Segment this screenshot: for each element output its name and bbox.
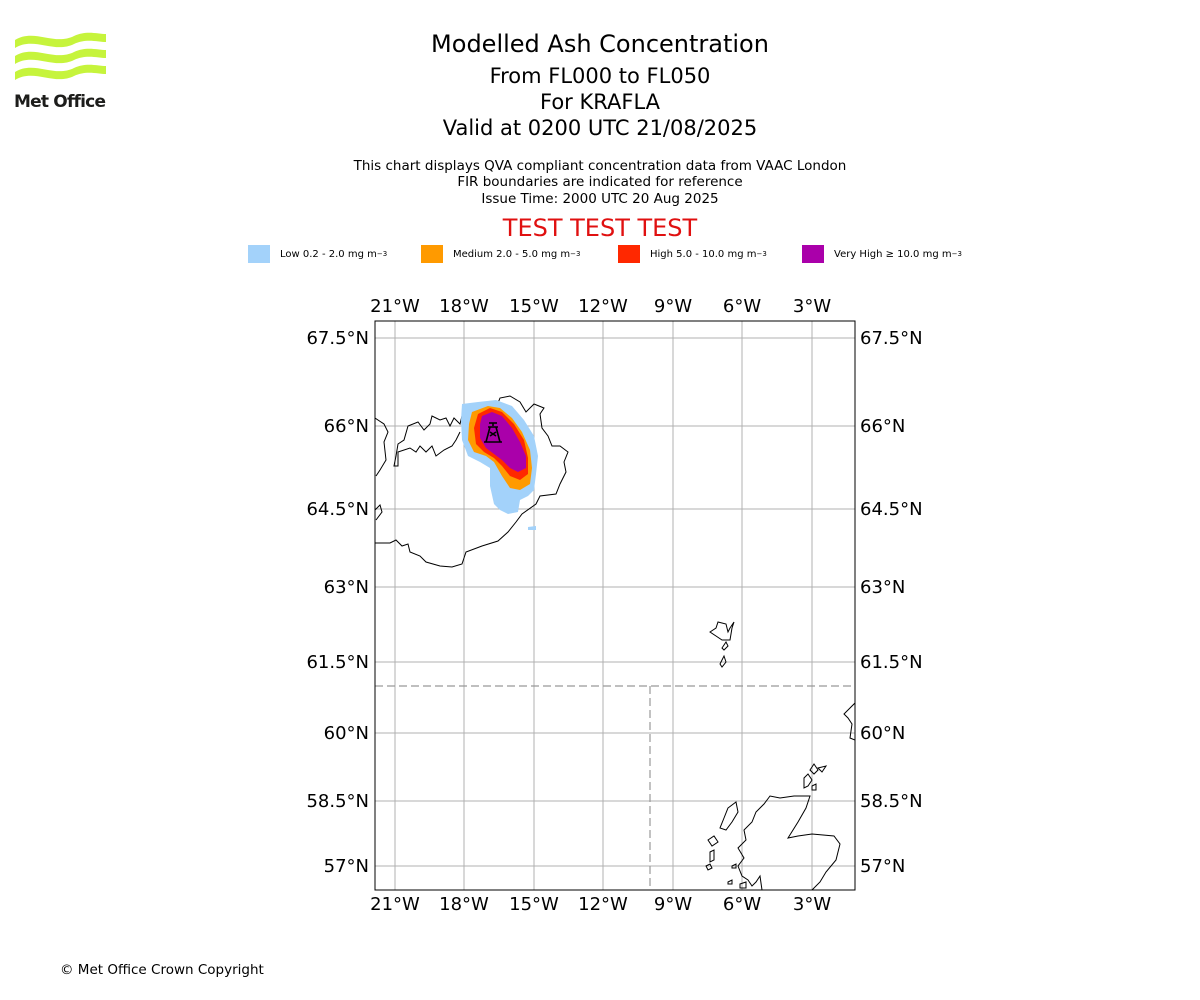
gridlines xyxy=(375,321,855,890)
met-office-logo: Met Office xyxy=(14,30,108,112)
legend-label: High 5.0 - 10.0 mg m xyxy=(650,248,757,260)
legend-item-low: Low 0.2 - 2.0 mg m −3 xyxy=(248,244,387,264)
legend-swatch-high xyxy=(618,245,640,263)
legend-label: Very High ≥ 10.0 mg m xyxy=(834,248,952,260)
lon-tick-top: 6°W xyxy=(723,296,761,317)
lon-tick-bottom: 6°W xyxy=(723,894,761,915)
lat-tick-left: 64.5°N xyxy=(306,499,369,520)
legend-unit-exponent: −3 xyxy=(570,250,581,258)
lat-tick-left: 66°N xyxy=(324,416,369,437)
test-banner: TEST TEST TEST xyxy=(502,214,698,242)
lon-tick-top: 9°W xyxy=(654,296,692,317)
legend-swatch-low xyxy=(248,245,270,263)
legend-label: Low 0.2 - 2.0 mg m xyxy=(280,248,377,260)
legend-swatch-medium xyxy=(421,245,443,263)
map-content xyxy=(375,321,855,890)
copyright-notice: © Met Office Crown Copyright xyxy=(60,962,264,978)
ash-low-speck xyxy=(528,526,536,530)
lat-tick-right: 61.5°N xyxy=(860,652,923,673)
lon-tick-top: 3°W xyxy=(793,296,831,317)
lon-tick-bottom: 3°W xyxy=(793,894,831,915)
legend-unit-exponent: −3 xyxy=(951,250,962,258)
legend-label: Medium 2.0 - 5.0 mg m xyxy=(453,248,571,260)
lat-tick-right: 57°N xyxy=(860,856,905,877)
legend-unit-exponent: −3 xyxy=(376,250,388,258)
fir-boundaries xyxy=(375,685,855,890)
description-line: This chart displays QVA compliant concen… xyxy=(353,158,847,174)
lat-tick-right: 60°N xyxy=(860,723,905,744)
orkney-coastline xyxy=(803,763,828,791)
lon-tick-bottom: 12°W xyxy=(578,894,628,915)
lon-tick-bottom: 15°W xyxy=(509,894,559,915)
legend-item-very-high: Very High ≥ 10.0 mg m −3 xyxy=(802,244,962,264)
volcano-name: For KRAFLA xyxy=(540,90,660,114)
flight-levels: From FL000 to FL050 xyxy=(489,64,711,88)
lon-tick-bottom: 9°W xyxy=(654,894,692,915)
lat-tick-right: 58.5°N xyxy=(860,791,923,812)
hebrides-coastline xyxy=(705,801,747,889)
lon-tick-bottom: 18°W xyxy=(439,894,489,915)
lat-tick-right: 63°N xyxy=(860,577,905,598)
legend-item-high: High 5.0 - 10.0 mg m −3 xyxy=(618,244,767,264)
map-frame xyxy=(374,320,856,891)
chart-title: Modelled Ash Concentration xyxy=(431,30,769,58)
lon-tick-bottom: 21°W xyxy=(370,894,420,915)
shetland-coastline xyxy=(843,702,855,741)
lat-tick-right: 64.5°N xyxy=(860,499,923,520)
issue-time: Issue Time: 2000 UTC 20 Aug 2025 xyxy=(481,191,719,207)
lon-tick-top: 12°W xyxy=(578,296,628,317)
lat-tick-left: 57°N xyxy=(324,856,369,877)
faroe-islands-coastline xyxy=(709,621,735,668)
lat-tick-left: 61.5°N xyxy=(306,652,369,673)
lon-tick-top: 15°W xyxy=(509,296,559,317)
lon-tick-top: 21°W xyxy=(370,296,420,317)
lat-tick-right: 66°N xyxy=(860,416,905,437)
lat-tick-right: 67.5°N xyxy=(860,328,923,349)
lat-tick-left: 58.5°N xyxy=(306,791,369,812)
lat-tick-left: 60°N xyxy=(324,723,369,744)
met-office-wave-icon xyxy=(15,32,106,80)
legend-item-medium: Medium 2.0 - 5.0 mg m −3 xyxy=(421,244,580,264)
lon-tick-top: 18°W xyxy=(439,296,489,317)
volcano-icon xyxy=(484,422,502,443)
lat-tick-left: 63°N xyxy=(324,577,369,598)
lat-tick-left: 67.5°N xyxy=(306,328,369,349)
scotland-coastline xyxy=(737,795,841,890)
valid-time: Valid at 0200 UTC 21/08/2025 xyxy=(442,116,758,140)
logo-text: Met Office xyxy=(14,92,106,112)
iceland-coastline xyxy=(375,395,569,568)
legend-unit-exponent: −3 xyxy=(756,250,767,258)
fir-note: FIR boundaries are indicated for referen… xyxy=(457,174,743,190)
legend-swatch-very-high xyxy=(802,245,824,263)
